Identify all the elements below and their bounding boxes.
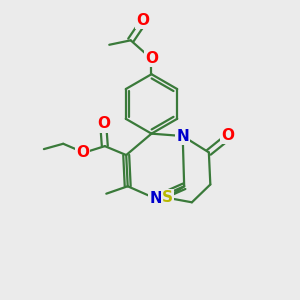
Text: N: N [150, 191, 162, 206]
Text: O: O [137, 13, 150, 28]
Text: O: O [97, 116, 110, 131]
Text: O: O [76, 145, 89, 160]
Text: S: S [162, 190, 173, 206]
Text: N: N [176, 128, 189, 143]
Text: O: O [145, 51, 158, 66]
Text: O: O [221, 128, 234, 143]
